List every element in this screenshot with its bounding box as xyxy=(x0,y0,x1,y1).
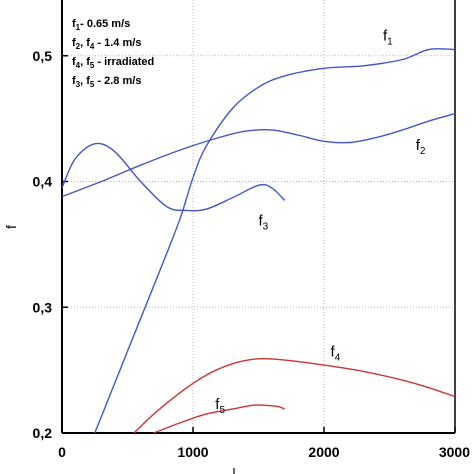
tick-labels: 0,2 0,3 0,4 0,5 0 1000 2000 3000 f xyxy=(3,48,470,474)
series-line-f2 xyxy=(61,112,456,198)
y-axis-label: f xyxy=(3,225,19,229)
x-tick-label: 1000 xyxy=(177,444,208,460)
curve-label-main: f xyxy=(383,28,388,45)
curve-label-f1: f1 xyxy=(383,28,393,48)
series-line-f4 xyxy=(133,357,456,434)
curve-label-sub: 3 xyxy=(263,222,269,233)
grid xyxy=(62,0,455,433)
curve-label-main: f xyxy=(215,396,220,413)
legend-sub: 2 xyxy=(76,42,81,51)
legend-main: f xyxy=(72,75,76,87)
curve-label-main: f xyxy=(416,137,421,154)
y-tick-label: 0,3 xyxy=(33,299,53,315)
legend-sub: 1 xyxy=(76,23,81,32)
legend-rest: - irradiated xyxy=(94,56,154,68)
series-line-f3 xyxy=(61,142,286,212)
curve-label-sub: 5 xyxy=(219,405,225,416)
legend-entry: f2, f4 - 1.4 m/s xyxy=(72,37,141,51)
curve-label-f3: f3 xyxy=(259,213,269,233)
legend-sub2: 5 xyxy=(90,80,95,89)
y-tick-label: 0,2 xyxy=(33,425,53,441)
x-tick-label: 2000 xyxy=(308,444,339,460)
legend-entry: f4, f5 - irradiated xyxy=(72,56,154,70)
legend-main: f xyxy=(72,56,76,68)
curve-label-f2: f2 xyxy=(416,137,426,157)
curve-label-main: f xyxy=(331,343,336,360)
x-tick-label: 0 xyxy=(58,444,66,460)
curve-label-sub: 4 xyxy=(335,352,341,363)
legend-entry: f1- 0.65 m/s xyxy=(72,18,130,32)
legend-mid: , f xyxy=(80,37,90,49)
legend-mid: , f xyxy=(80,75,90,87)
legend-mid: , f xyxy=(80,56,90,68)
series-lines xyxy=(61,48,456,434)
y-tick-label: 0,4 xyxy=(33,174,53,190)
axes xyxy=(61,0,456,434)
x-tick-label: 3000 xyxy=(439,444,470,460)
curve-label-f4: f4 xyxy=(331,343,341,363)
curve-label-f5: f5 xyxy=(215,396,225,416)
legend-rest: - 2.8 m/s xyxy=(94,75,141,87)
legend-sub2: 4 xyxy=(90,42,95,51)
legend: f1- 0.65 m/sf2, f4 - 1.4 m/sf4, f5 - irr… xyxy=(72,18,154,89)
legend-rest: - 1.4 m/s xyxy=(94,37,141,49)
curve-label-sub: 1 xyxy=(387,37,393,48)
curve-label-main: f xyxy=(259,213,264,230)
legend-main: f xyxy=(72,37,76,49)
legend-sub: 4 xyxy=(76,61,81,70)
legend-sub: 3 xyxy=(76,80,81,89)
legend-entry: f3, f5 - 2.8 m/s xyxy=(72,75,141,89)
curve-label-sub: 2 xyxy=(420,146,426,157)
y-tick-label: 0,5 xyxy=(33,48,53,64)
legend-main: f xyxy=(72,18,76,30)
legend-rest: - 0.65 m/s xyxy=(80,18,130,30)
legend-sub2: 5 xyxy=(90,61,95,70)
series-line-f5 xyxy=(153,404,285,434)
series-line-f1 xyxy=(94,48,456,434)
